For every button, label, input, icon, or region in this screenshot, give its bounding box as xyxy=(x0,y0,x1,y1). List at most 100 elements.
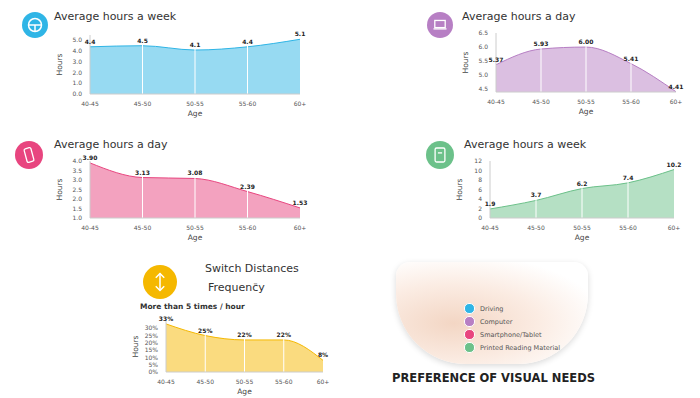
svg-text:55-60: 55-60 xyxy=(239,224,257,231)
svg-text:Age: Age xyxy=(188,233,203,242)
svg-text:60+: 60+ xyxy=(670,98,683,105)
svg-text:1.5: 1.5 xyxy=(72,205,82,212)
svg-text:25%: 25% xyxy=(198,327,212,334)
svg-text:55-60: 55-60 xyxy=(619,224,637,231)
svg-text:30%: 30% xyxy=(145,324,159,331)
svg-text:5.0: 5.0 xyxy=(478,71,488,78)
svg-text:33%: 33% xyxy=(159,315,173,322)
svg-text:50-55: 50-55 xyxy=(573,224,591,231)
svg-text:4.4: 4.4 xyxy=(85,38,96,45)
svg-text:6.5: 6.5 xyxy=(478,29,488,36)
svg-text:0.0: 0.0 xyxy=(72,90,82,97)
svg-text:Age: Age xyxy=(237,387,252,396)
svg-text:1.0: 1.0 xyxy=(72,214,82,221)
svg-text:45-50: 45-50 xyxy=(134,224,152,231)
svg-text:50-55: 50-55 xyxy=(186,100,204,107)
svg-text:5.93: 5.93 xyxy=(534,40,549,47)
html-text:Frequency: Frequency xyxy=(208,281,265,294)
svg-text:3.13: 3.13 xyxy=(135,169,150,176)
svg-text:1.9: 1.9 xyxy=(485,200,496,207)
svg-text:4.41: 4.41 xyxy=(669,83,684,90)
svg-text:Hours: Hours xyxy=(55,53,64,75)
svg-text:3.5: 3.5 xyxy=(72,167,82,174)
svg-text:55-60: 55-60 xyxy=(622,98,640,105)
svg-text:55-60: 55-60 xyxy=(239,100,257,107)
svg-text:45-50: 45-50 xyxy=(197,378,215,385)
svg-text:5%: 5% xyxy=(148,361,158,368)
svg-text:60+: 60+ xyxy=(294,224,307,231)
svg-text:0: 0 xyxy=(478,214,482,221)
html-text:PREFERENCE OF VISUAL NEEDS: PREFERENCE OF VISUAL NEEDS xyxy=(392,371,595,385)
svg-text:2.0: 2.0 xyxy=(72,69,82,76)
svg-text:1.53: 1.53 xyxy=(293,199,308,206)
svg-text:4: 4 xyxy=(478,195,482,202)
svg-text:Age: Age xyxy=(579,107,594,116)
svg-text:7.4: 7.4 xyxy=(623,174,634,181)
svg-text:40-45: 40-45 xyxy=(157,378,175,385)
svg-text:20%: 20% xyxy=(145,339,159,346)
svg-text:3.08: 3.08 xyxy=(188,169,203,176)
svg-text:4.5: 4.5 xyxy=(478,85,488,92)
svg-text:40-45: 40-45 xyxy=(481,224,499,231)
svg-text:1.0: 1.0 xyxy=(72,79,82,86)
html-text:Average hours a day: Average hours a day xyxy=(462,10,576,23)
svg-text:22%: 22% xyxy=(237,331,251,338)
svg-text:50-55: 50-55 xyxy=(577,98,595,105)
svg-text:4.5: 4.5 xyxy=(137,37,148,44)
svg-text:55-60: 55-60 xyxy=(275,378,293,385)
svg-text:0%: 0% xyxy=(148,368,158,375)
svg-text:6.2: 6.2 xyxy=(577,180,588,187)
svg-text:40-45: 40-45 xyxy=(81,224,99,231)
svg-text:5.1: 5.1 xyxy=(295,30,306,37)
svg-text:3.0: 3.0 xyxy=(72,176,82,183)
svg-text:60+: 60+ xyxy=(317,378,330,385)
svg-text:8: 8 xyxy=(478,176,482,183)
svg-text:15%: 15% xyxy=(145,346,159,353)
svg-text:45-50: 45-50 xyxy=(532,98,550,105)
html-text:Average hours a day: Average hours a day xyxy=(54,138,168,151)
html-text:Switch Distances: Switch Distances xyxy=(205,262,299,275)
svg-text:12: 12 xyxy=(474,157,482,164)
svg-text:25%: 25% xyxy=(145,332,159,339)
svg-text:3.7: 3.7 xyxy=(531,191,542,198)
svg-text:Age: Age xyxy=(575,233,590,242)
svg-text:5.41: 5.41 xyxy=(624,55,639,62)
svg-text:Age: Age xyxy=(188,109,203,118)
html-text:More than 5 times / hour: More than 5 times / hour xyxy=(140,302,245,311)
svg-text:4.4: 4.4 xyxy=(242,38,253,45)
svg-text:2.5: 2.5 xyxy=(72,186,82,193)
svg-text:5.5: 5.5 xyxy=(478,57,488,64)
svg-text:2.39: 2.39 xyxy=(240,183,255,190)
svg-text:4.1: 4.1 xyxy=(190,41,201,48)
svg-text:Hours: Hours xyxy=(55,178,64,200)
svg-text:40-45: 40-45 xyxy=(81,100,99,107)
svg-text:60+: 60+ xyxy=(668,224,681,231)
svg-text:40-45: 40-45 xyxy=(487,98,505,105)
svg-text:10%: 10% xyxy=(145,354,159,361)
svg-text:3.0: 3.0 xyxy=(72,58,82,65)
svg-text:45-50: 45-50 xyxy=(527,224,545,231)
svg-text:50-55: 50-55 xyxy=(236,378,254,385)
svg-text:50-55: 50-55 xyxy=(186,224,204,231)
svg-text:8%: 8% xyxy=(318,351,328,358)
svg-text:45-50: 45-50 xyxy=(134,100,152,107)
svg-text:4.0: 4.0 xyxy=(72,47,82,54)
svg-text:5.0: 5.0 xyxy=(72,36,82,43)
svg-text:5.37: 5.37 xyxy=(489,56,504,63)
svg-text:Hours: Hours xyxy=(455,178,464,200)
svg-text:6.00: 6.00 xyxy=(579,38,594,45)
svg-text:4.0: 4.0 xyxy=(72,157,82,164)
html-text:Average hours a week: Average hours a week xyxy=(464,138,587,151)
svg-text:10.2: 10.2 xyxy=(667,161,682,168)
svg-text:10: 10 xyxy=(474,167,482,174)
svg-text:2.0: 2.0 xyxy=(72,195,82,202)
svg-text:22%: 22% xyxy=(277,331,291,338)
svg-text:6.0: 6.0 xyxy=(478,43,488,50)
svg-text:60+: 60+ xyxy=(294,100,307,107)
svg-text:2: 2 xyxy=(478,205,482,212)
svg-text:Hours: Hours xyxy=(131,335,140,357)
svg-text:6: 6 xyxy=(478,186,482,193)
html-text:Average hours a week: Average hours a week xyxy=(54,10,177,23)
svg-text:Hours: Hours xyxy=(461,51,470,73)
svg-text:3.90: 3.90 xyxy=(83,154,98,161)
